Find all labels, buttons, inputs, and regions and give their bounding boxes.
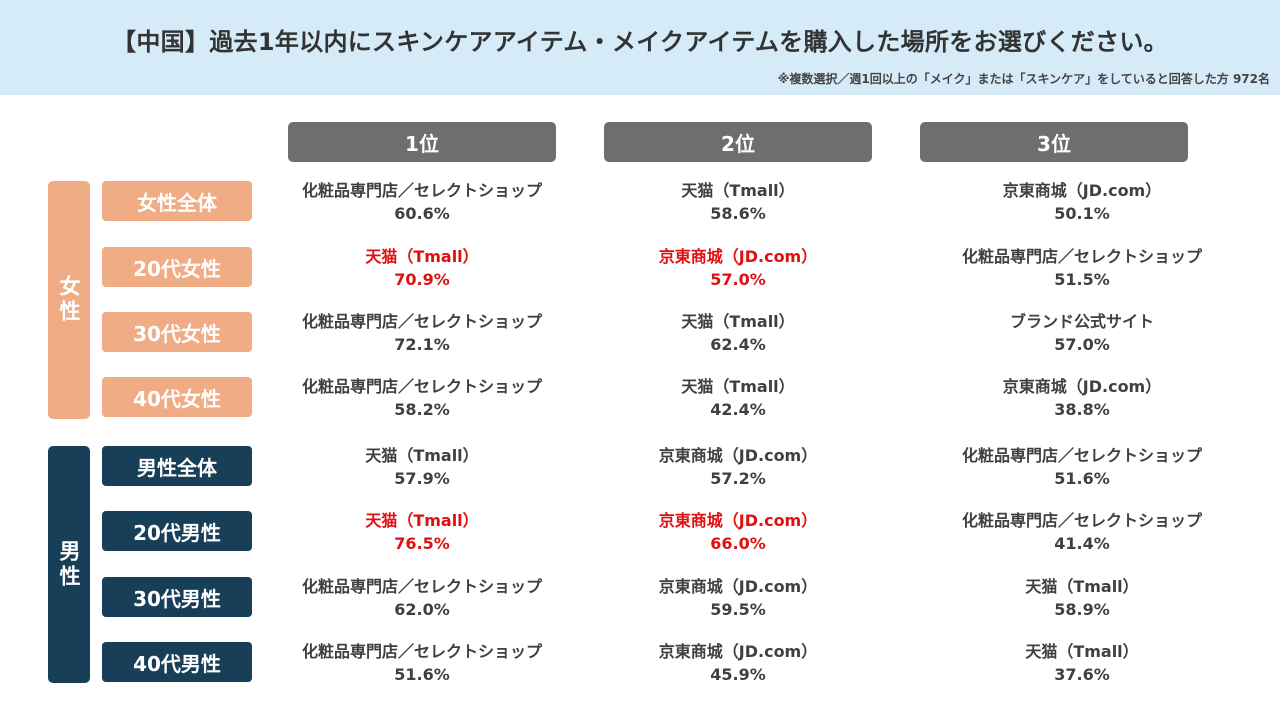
percentage-value: 59.5% xyxy=(710,600,766,619)
store-name: 化粧品専門店／セレクトショップ xyxy=(961,511,1202,530)
store-name: 天猫（Tmall） xyxy=(1025,642,1139,661)
gender-label-male: 男性 xyxy=(48,446,90,683)
store-name: 京東商城（JD.com） xyxy=(658,577,818,596)
rank-cell-1: 化粧品専門店／セレクトショップ 60.6% xyxy=(262,179,582,225)
store-name: 京東商城（JD.com） xyxy=(658,642,818,661)
rank-cell-1: 化粧品専門店／セレクトショップ 58.2% xyxy=(262,375,582,421)
store-name: 天猫（Tmall） xyxy=(681,377,795,396)
store-name: 京東商城（JD.com） xyxy=(658,511,818,530)
rank-cell-2: 京東商城（JD.com） 66.0% xyxy=(578,509,898,555)
rank-header-3: 3位 xyxy=(920,122,1188,162)
percentage-value: 51.5% xyxy=(1054,270,1110,289)
segment-label: 40代男性 xyxy=(102,642,252,682)
rank-cell-1: 化粧品専門店／セレクトショップ 72.1% xyxy=(262,310,582,356)
rank-cell-1: 化粧品専門店／セレクトショップ 62.0% xyxy=(262,575,582,621)
store-name: ブランド公式サイト xyxy=(1009,312,1154,331)
rank-cell-3: 天猫（Tmall） 37.6% xyxy=(922,640,1242,686)
store-name: 京東商城（JD.com） xyxy=(1002,377,1162,396)
rank-header-2: 2位 xyxy=(604,122,872,162)
percentage-value: 41.4% xyxy=(1054,534,1110,553)
percentage-value: 57.0% xyxy=(1054,335,1110,354)
store-name: 天猫（Tmall） xyxy=(681,312,795,331)
store-name: 天猫（Tmall） xyxy=(365,446,479,465)
percentage-value: 66.0% xyxy=(710,534,766,553)
rank-cell-2: 天猫（Tmall） 58.6% xyxy=(578,179,898,225)
store-name: 化粧品専門店／セレクトショップ xyxy=(961,247,1202,266)
store-name: 化粧品専門店／セレクトショップ xyxy=(961,446,1202,465)
rank-cell-2: 天猫（Tmall） 42.4% xyxy=(578,375,898,421)
rank-cell-2: 天猫（Tmall） 62.4% xyxy=(578,310,898,356)
store-name: 京東商城（JD.com） xyxy=(1002,181,1162,200)
store-name: 天猫（Tmall） xyxy=(365,247,479,266)
percentage-value: 50.1% xyxy=(1054,204,1110,223)
segment-label: 30代男性 xyxy=(102,577,252,617)
rank-cell-3: 化粧品専門店／セレクトショップ 51.6% xyxy=(922,444,1242,490)
segment-label: 20代女性 xyxy=(102,247,252,287)
rank-cell-1: 天猫（Tmall） 70.9% xyxy=(262,245,582,291)
store-name: 化粧品専門店／セレクトショップ xyxy=(301,377,542,396)
store-name: 化粧品専門店／セレクトショップ xyxy=(301,577,542,596)
percentage-value: 72.1% xyxy=(394,335,450,354)
store-name: 天猫（Tmall） xyxy=(681,181,795,200)
rank-cell-2: 京東商城（JD.com） 59.5% xyxy=(578,575,898,621)
percentage-value: 45.9% xyxy=(710,665,766,684)
percentage-value: 58.6% xyxy=(710,204,766,223)
rank-cell-3: 化粧品専門店／セレクトショップ 51.5% xyxy=(922,245,1242,291)
rank-cell-3: ブランド公式サイト 57.0% xyxy=(922,310,1242,356)
segment-label: 40代女性 xyxy=(102,377,252,417)
survey-note: ※複数選択／週1回以上の「メイク」または「スキンケア」をしていると回答した方 9… xyxy=(777,72,1270,86)
page-title: 【中国】過去1年以内にスキンケアアイテム・メイクアイテムを購入した場所をお選びく… xyxy=(112,28,1168,56)
rank-cell-3: 京東商城（JD.com） 50.1% xyxy=(922,179,1242,225)
store-name: 京東商城（JD.com） xyxy=(658,247,818,266)
gender-label-female: 女性 xyxy=(48,181,90,419)
percentage-value: 57.2% xyxy=(710,469,766,488)
percentage-value: 57.9% xyxy=(394,469,450,488)
rank-cell-1: 化粧品専門店／セレクトショップ 51.6% xyxy=(262,640,582,686)
percentage-value: 57.0% xyxy=(710,270,766,289)
rank-cell-3: 化粧品専門店／セレクトショップ 41.4% xyxy=(922,509,1242,555)
store-name: 化粧品専門店／セレクトショップ xyxy=(301,181,542,200)
rank-cell-2: 京東商城（JD.com） 45.9% xyxy=(578,640,898,686)
rank-cell-3: 天猫（Tmall） 58.9% xyxy=(922,575,1242,621)
rank-cell-3: 京東商城（JD.com） 38.8% xyxy=(922,375,1242,421)
store-name: 天猫（Tmall） xyxy=(365,511,479,530)
segment-label: 男性全体 xyxy=(102,446,252,486)
rank-header-1: 1位 xyxy=(288,122,556,162)
percentage-value: 38.8% xyxy=(1054,400,1110,419)
percentage-value: 58.2% xyxy=(394,400,450,419)
percentage-value: 62.4% xyxy=(710,335,766,354)
percentage-value: 42.4% xyxy=(710,400,766,419)
segment-label: 女性全体 xyxy=(102,181,252,221)
store-name: 京東商城（JD.com） xyxy=(658,446,818,465)
percentage-value: 70.9% xyxy=(394,270,450,289)
store-name: 化粧品専門店／セレクトショップ xyxy=(301,642,542,661)
segment-label: 30代女性 xyxy=(102,312,252,352)
percentage-value: 51.6% xyxy=(394,665,450,684)
rank-cell-2: 京東商城（JD.com） 57.2% xyxy=(578,444,898,490)
percentage-value: 58.9% xyxy=(1054,600,1110,619)
rank-cell-1: 天猫（Tmall） 57.9% xyxy=(262,444,582,490)
store-name: 化粧品専門店／セレクトショップ xyxy=(301,312,542,331)
percentage-value: 76.5% xyxy=(394,534,450,553)
percentage-value: 62.0% xyxy=(394,600,450,619)
rank-cell-2: 京東商城（JD.com） 57.0% xyxy=(578,245,898,291)
segment-label: 20代男性 xyxy=(102,511,252,551)
percentage-value: 37.6% xyxy=(1054,665,1110,684)
store-name: 天猫（Tmall） xyxy=(1025,577,1139,596)
rank-cell-1: 天猫（Tmall） 76.5% xyxy=(262,509,582,555)
percentage-value: 60.6% xyxy=(394,204,450,223)
percentage-value: 51.6% xyxy=(1054,469,1110,488)
header-band: 【中国】過去1年以内にスキンケアアイテム・メイクアイテムを購入した場所をお選びく… xyxy=(0,0,1280,95)
